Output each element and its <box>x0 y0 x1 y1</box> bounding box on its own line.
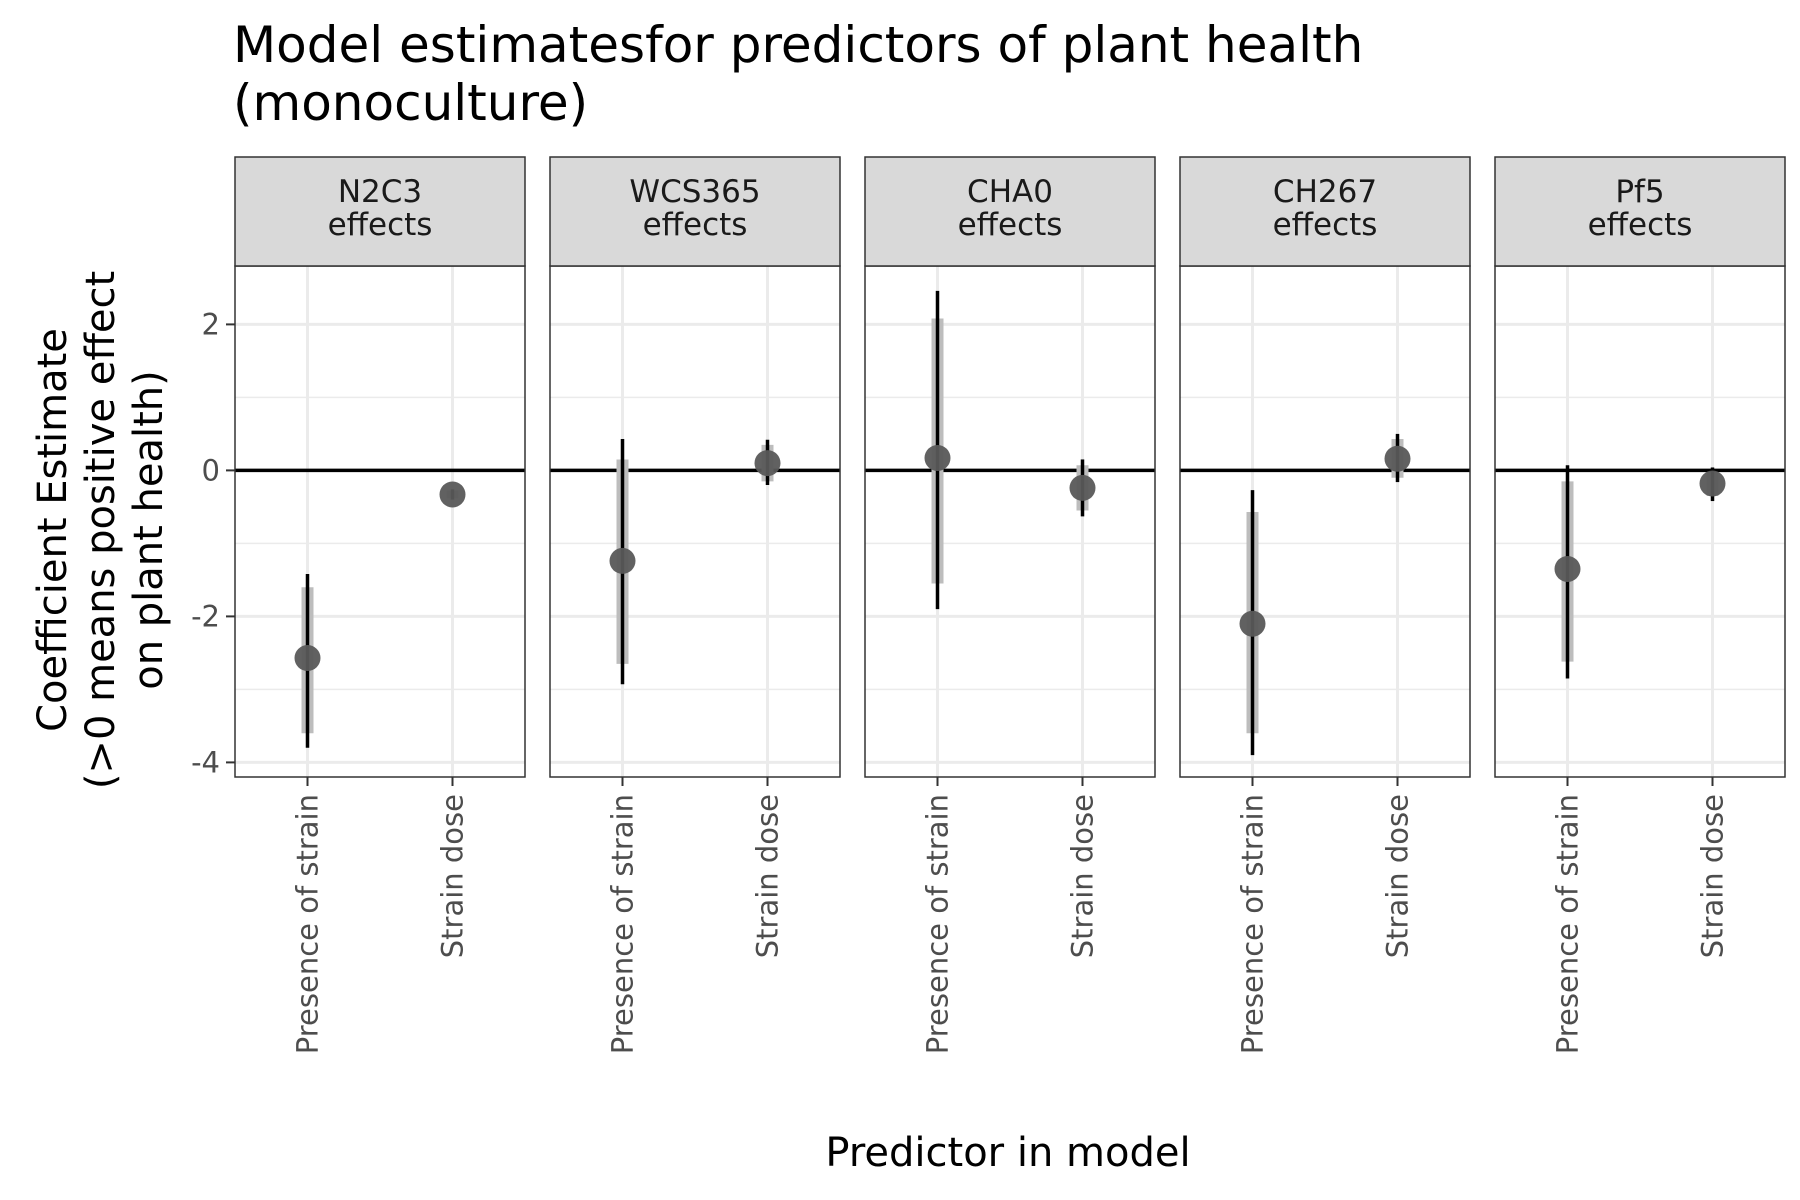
facet-strip-label: Pf5 <box>1615 174 1664 210</box>
facet-strip-label: effects <box>643 207 748 243</box>
x-tick-label: Strain dose <box>436 794 470 958</box>
facet-strip-label: effects <box>1588 207 1693 243</box>
panel-background <box>1180 266 1470 777</box>
x-tick-label: Strain dose <box>1381 794 1415 958</box>
chart-title-line-1: Model estimatesfor predictors of plant h… <box>233 16 1363 74</box>
facet-strip <box>1494 156 1786 267</box>
x-tick-label: Strain dose <box>751 794 785 958</box>
estimate-mark <box>1384 433 1411 483</box>
x-tick-label: Strain dose <box>1696 794 1730 958</box>
x-tick-label: Presence of strain <box>921 794 955 1054</box>
estimate-point <box>294 645 321 672</box>
estimate-mark <box>439 481 466 508</box>
panel-background <box>865 266 1155 777</box>
estimate-mark <box>924 290 951 610</box>
x-tick-label: Presence of strain <box>1551 794 1585 1054</box>
x-axis-title: Predictor in model <box>825 1130 1190 1176</box>
facet-strip <box>864 156 1156 267</box>
estimate-point <box>1699 470 1726 497</box>
facet-strip-label: CH267 <box>1273 174 1377 210</box>
panel-background <box>550 266 840 777</box>
facet-strip-label: effects <box>958 207 1063 243</box>
chart-title-line-2: (monoculture) <box>233 74 588 132</box>
panel-background <box>235 266 525 777</box>
y-axis: 2 0 -2 -4 <box>191 307 235 779</box>
facet-strip-label: WCS365 <box>629 174 760 210</box>
facet-strip-label: N2C3 <box>338 174 422 210</box>
x-tick-label: Presence of strain <box>291 794 325 1054</box>
estimate-mark <box>609 439 636 685</box>
facet-strip <box>549 156 841 267</box>
facet-strip-label: effects <box>1273 207 1378 243</box>
x-tick-label: Strain dose <box>1066 794 1100 958</box>
estimate-mark <box>1699 467 1726 502</box>
estimate-point <box>924 444 951 471</box>
y-tick-label: -2 <box>191 599 220 633</box>
estimate-point <box>754 450 781 477</box>
x-tick-label: Presence of strain <box>1236 794 1270 1054</box>
y-axis-title-line-3: on plant health) <box>126 370 172 690</box>
estimate-mark <box>1069 459 1096 517</box>
y-tick-label: 0 <box>202 453 220 487</box>
estimate-point <box>1239 610 1266 637</box>
estimate-mark <box>1554 465 1581 679</box>
panel-background <box>1495 266 1785 777</box>
facet-strip-label: CHA0 <box>967 174 1053 210</box>
estimate-point <box>439 481 466 508</box>
estimate-point <box>1069 474 1096 501</box>
y-tick-label: 2 <box>202 307 220 341</box>
facet-strip <box>234 156 526 267</box>
facet-strip-label: effects <box>328 207 433 243</box>
estimate-mark <box>754 439 781 485</box>
estimate-point <box>609 547 636 574</box>
x-tick-label: Presence of strain <box>606 794 640 1054</box>
y-axis-title: Coefficient Estimate (>0 means positive … <box>30 271 172 789</box>
estimate-mark <box>1239 490 1266 756</box>
y-tick-label: -4 <box>191 745 220 779</box>
estimate-point <box>1554 555 1581 582</box>
y-axis-title-line-2: (>0 means positive effect <box>78 271 124 789</box>
y-axis-title-line-1: Coefficient Estimate <box>30 328 76 732</box>
estimate-mark <box>294 574 321 748</box>
facet-strip <box>1179 156 1471 267</box>
estimate-point <box>1384 445 1411 472</box>
